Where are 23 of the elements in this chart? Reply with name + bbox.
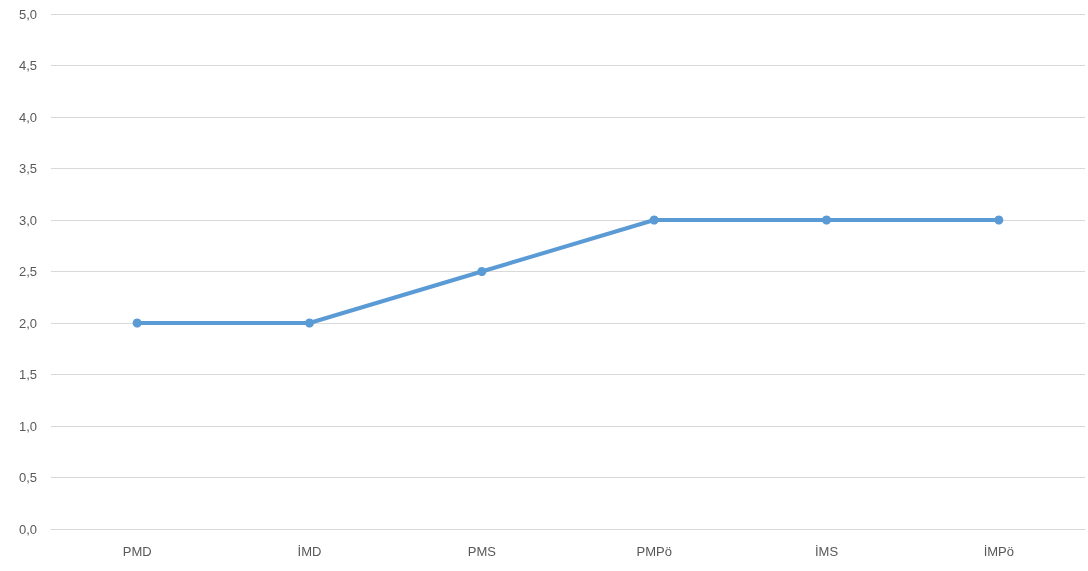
y-tick-label: 0,5 bbox=[18, 470, 37, 485]
y-tick-label: 5,0 bbox=[18, 6, 37, 22]
x-tick-label: İMS bbox=[814, 544, 839, 559]
y-tick-label: 4,5 bbox=[18, 58, 37, 73]
x-tick-label: İMPö bbox=[983, 544, 1015, 559]
y-tick-label: 1,0 bbox=[18, 418, 37, 434]
y-tick-label: 2,0 bbox=[18, 315, 37, 331]
point bbox=[305, 318, 314, 328]
point bbox=[477, 267, 487, 276]
point bbox=[132, 318, 142, 328]
point bbox=[994, 215, 1004, 225]
x-tick-label: PMS bbox=[467, 544, 497, 559]
y-tick-label: 2,5 bbox=[18, 264, 37, 279]
y-tick-label: 0,0 bbox=[18, 521, 37, 537]
point bbox=[822, 215, 831, 225]
y-tick-label: 1,5 bbox=[18, 367, 37, 382]
y-tick-label: 3,0 bbox=[18, 212, 37, 228]
x-tick-label: İMD bbox=[297, 544, 322, 559]
x-tick-label: PMPö bbox=[636, 544, 672, 559]
point bbox=[649, 215, 659, 225]
x-tick-label: PMD bbox=[122, 544, 152, 559]
y-tick-label: 4,0 bbox=[18, 109, 37, 125]
y-tick-label: 3,5 bbox=[18, 161, 37, 176]
